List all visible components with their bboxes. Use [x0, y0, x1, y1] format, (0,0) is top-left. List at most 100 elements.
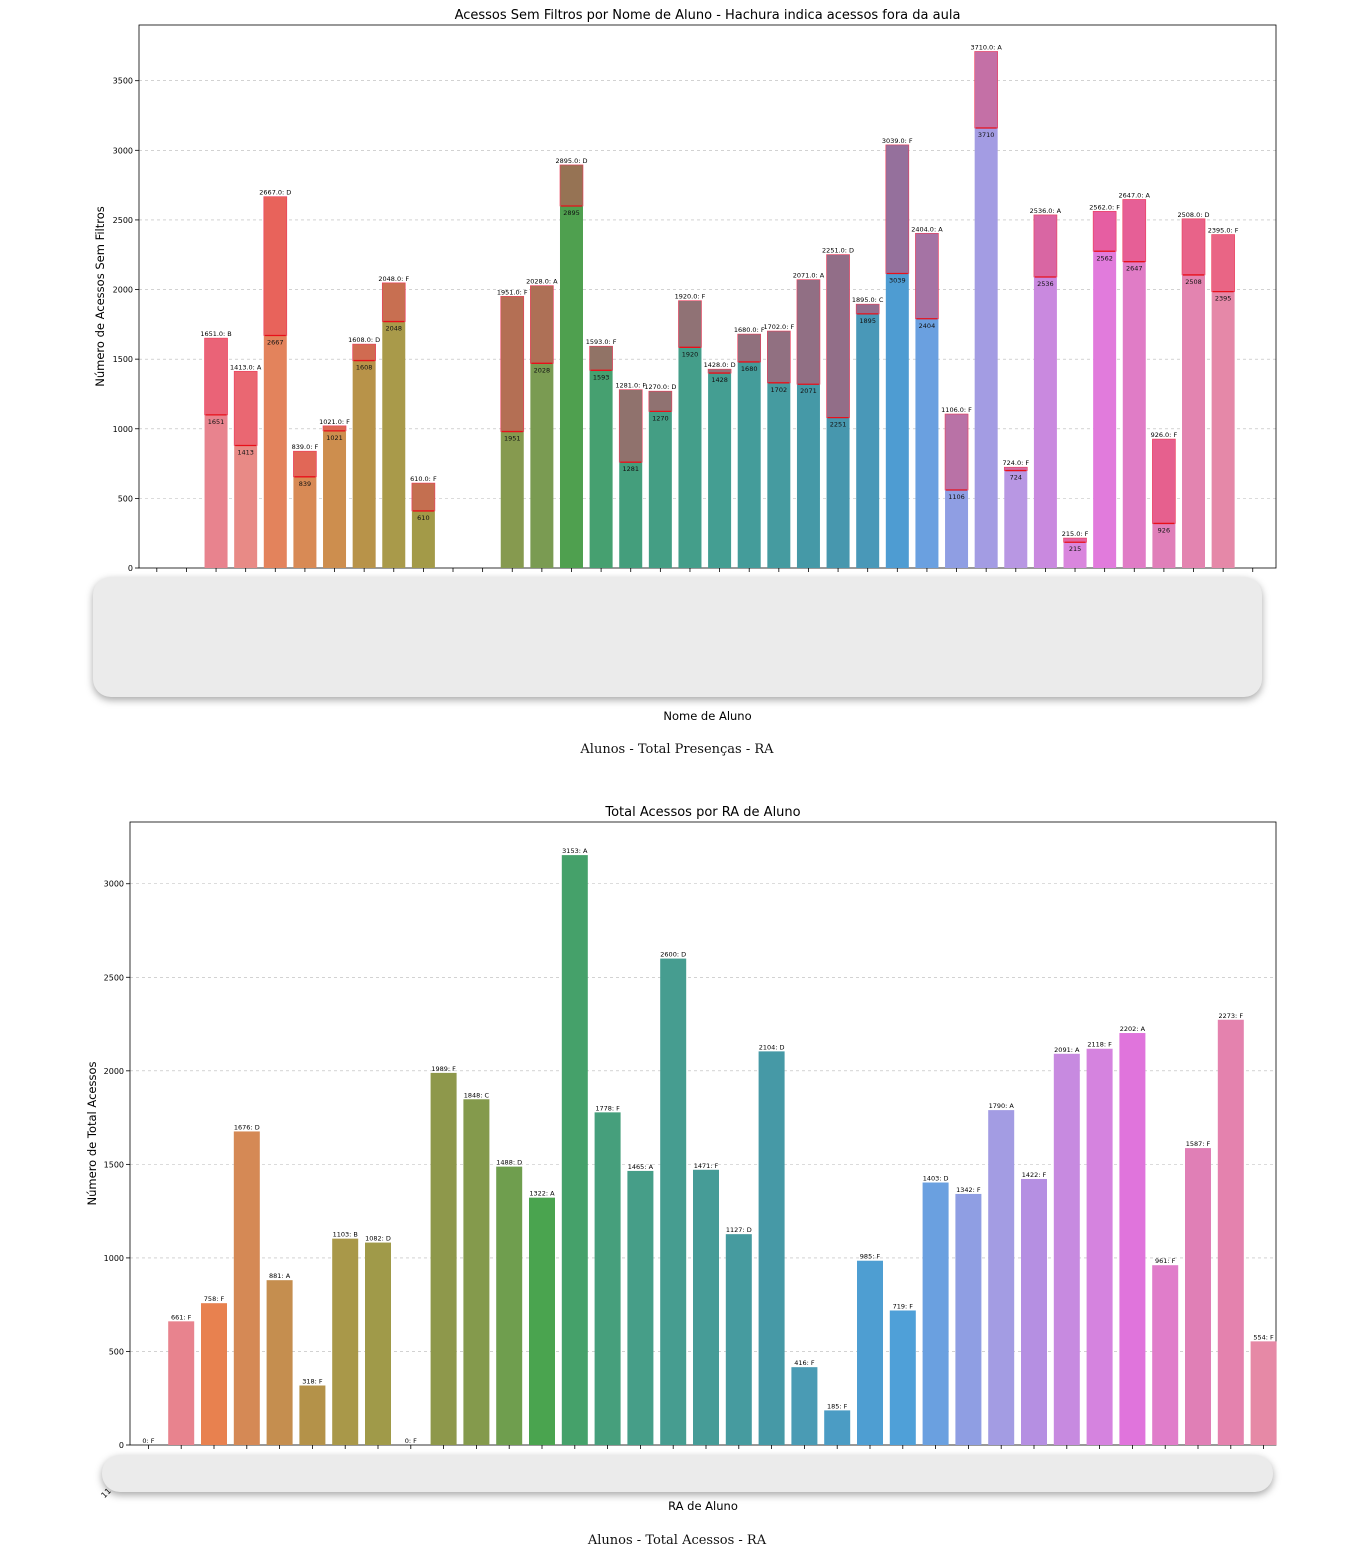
- bar: [1093, 211, 1117, 568]
- bar-top-label: 2647.0: A: [1119, 191, 1151, 199]
- bar: [955, 1193, 982, 1445]
- bar-hatched-segment: [293, 450, 317, 478]
- bar: [1004, 467, 1028, 568]
- bar-inner-label: 2028: [534, 366, 551, 374]
- bar-top-label: 554: F: [1253, 1333, 1274, 1341]
- bar: [708, 369, 732, 568]
- bar: [594, 1112, 621, 1445]
- y-tick-label: 3000: [104, 880, 124, 889]
- bar-top-label: 1848: C: [464, 1091, 490, 1099]
- bar: [496, 1166, 523, 1445]
- bar: [1053, 1053, 1080, 1445]
- bar-hatched-segment: [322, 425, 347, 432]
- bar-top-label: 2104: D: [759, 1043, 785, 1051]
- chart-caption-acessos: Alunos - Total Acessos - RA: [587, 1533, 767, 1548]
- bar-inner-label: 2251: [830, 421, 847, 429]
- bar: [1211, 234, 1235, 569]
- bar: [791, 1367, 818, 1445]
- bar-inner-label: 610: [417, 514, 429, 522]
- bar-top-label: 1702.0: F: [763, 323, 794, 331]
- bar-top-label: 1488: D: [496, 1159, 522, 1167]
- bar-hatched-segment: [263, 196, 288, 336]
- bar-top-label: 610.0: F: [410, 475, 437, 483]
- bar-top-label: 1471: F: [694, 1162, 719, 1170]
- bar-top-label: 719: F: [893, 1302, 914, 1310]
- bar-top-label: 1403: D: [923, 1175, 949, 1183]
- bar: [796, 279, 820, 568]
- bar: [856, 304, 880, 568]
- bar-top-label: 985: F: [860, 1253, 881, 1261]
- bar-top-label: 3710.0: A: [970, 43, 1002, 51]
- bar: [988, 1110, 1015, 1445]
- bar: [826, 254, 850, 568]
- bar-inner-label: 1281: [622, 465, 639, 473]
- bar: [1152, 439, 1176, 568]
- y-tick-label: 0: [128, 564, 133, 573]
- bar-top-label: 416: F: [794, 1359, 815, 1367]
- bar-top-label: 2273: F: [1219, 1012, 1244, 1020]
- bar: [824, 1410, 851, 1445]
- bar-top-label: 1082: D: [365, 1235, 391, 1243]
- bar-inner-label: 1270: [652, 414, 669, 422]
- bar-inner-label: 1680: [741, 365, 758, 373]
- bar: [352, 344, 376, 568]
- bar-hatched-segment: [204, 337, 228, 416]
- bar: [463, 1099, 490, 1445]
- bar: [922, 1182, 949, 1445]
- bar-hatched-segment: [826, 254, 850, 418]
- bar: [1033, 214, 1057, 568]
- bar-hatched-segment: [233, 370, 258, 446]
- bar-hatched-segment: [352, 343, 376, 361]
- bar-inner-label: 3710: [978, 131, 995, 139]
- bar-top-label: 2562.0: F: [1089, 203, 1120, 211]
- bar-hatched-segment: [381, 282, 406, 322]
- bar-hatched-segment: [944, 413, 969, 491]
- bar: [233, 1131, 260, 1445]
- bar-top-label: 1989: F: [431, 1065, 456, 1073]
- bar: [945, 414, 969, 568]
- chart-title: Acessos Sem Filtros por Nome de Aluno - …: [455, 8, 961, 23]
- plot-frame: [138, 24, 1277, 569]
- bar: [530, 285, 554, 568]
- bar-inner-label: 2508: [1185, 278, 1202, 286]
- bar-top-label: 661: F: [171, 1313, 192, 1321]
- bar-top-label: 215.0: F: [1062, 530, 1089, 538]
- chart-panel-access-by-ra: 0 500 1000 1500 2000 2500 3000 Total Acessos po…: [82, 801, 1282, 1519]
- bar-hatched-segment: [796, 279, 821, 385]
- y-axis-label: Número de Total Acessos: [85, 1062, 99, 1206]
- bar: [365, 1242, 391, 1445]
- bar: [1250, 1341, 1277, 1445]
- bar: [201, 1303, 227, 1445]
- bar-hatched-segment: [648, 390, 673, 412]
- bar-top-label: 2071.0: A: [793, 272, 825, 280]
- bar-hatched-segment: [1152, 438, 1176, 524]
- bar-inner-label: 2895: [563, 209, 580, 217]
- bar-top-label: 1021.0: F: [319, 418, 350, 426]
- bar: [411, 483, 435, 568]
- bar-top-label: 2048.0: F: [378, 275, 409, 283]
- bar: [725, 1234, 752, 1445]
- bar-top-label: 1680.0: F: [734, 326, 765, 334]
- bar-top-label: 2395.0: F: [1208, 227, 1239, 235]
- bar-top-label: 1651.0: B: [200, 330, 231, 338]
- bar-inner-label: 1428: [711, 376, 728, 384]
- bar: [234, 371, 258, 568]
- bar-hatched-segment: [737, 333, 762, 363]
- bar-top-label: 1587: F: [1186, 1140, 1211, 1148]
- bar-top-label: 2202: A: [1120, 1025, 1146, 1033]
- bar-hatched-segment: [885, 144, 910, 274]
- bar-inner-label: 1702: [771, 386, 788, 394]
- y-tick-label: 1500: [113, 355, 133, 364]
- bar: [1086, 1048, 1113, 1445]
- bar: [693, 1169, 719, 1445]
- bar: [767, 331, 791, 568]
- bar: [1152, 1265, 1179, 1445]
- bar: [660, 958, 687, 1445]
- bar-top-label: 1413.0: A: [230, 363, 262, 371]
- y-tick-label: 2500: [113, 216, 133, 225]
- bar-inner-label: 2562: [1096, 254, 1113, 262]
- bar-top-label: 2091: A: [1054, 1046, 1080, 1054]
- bar-top-label: 2667.0: D: [259, 189, 291, 197]
- bar-top-label: 881: A: [269, 1272, 291, 1280]
- y-tick-label: 2500: [104, 973, 124, 982]
